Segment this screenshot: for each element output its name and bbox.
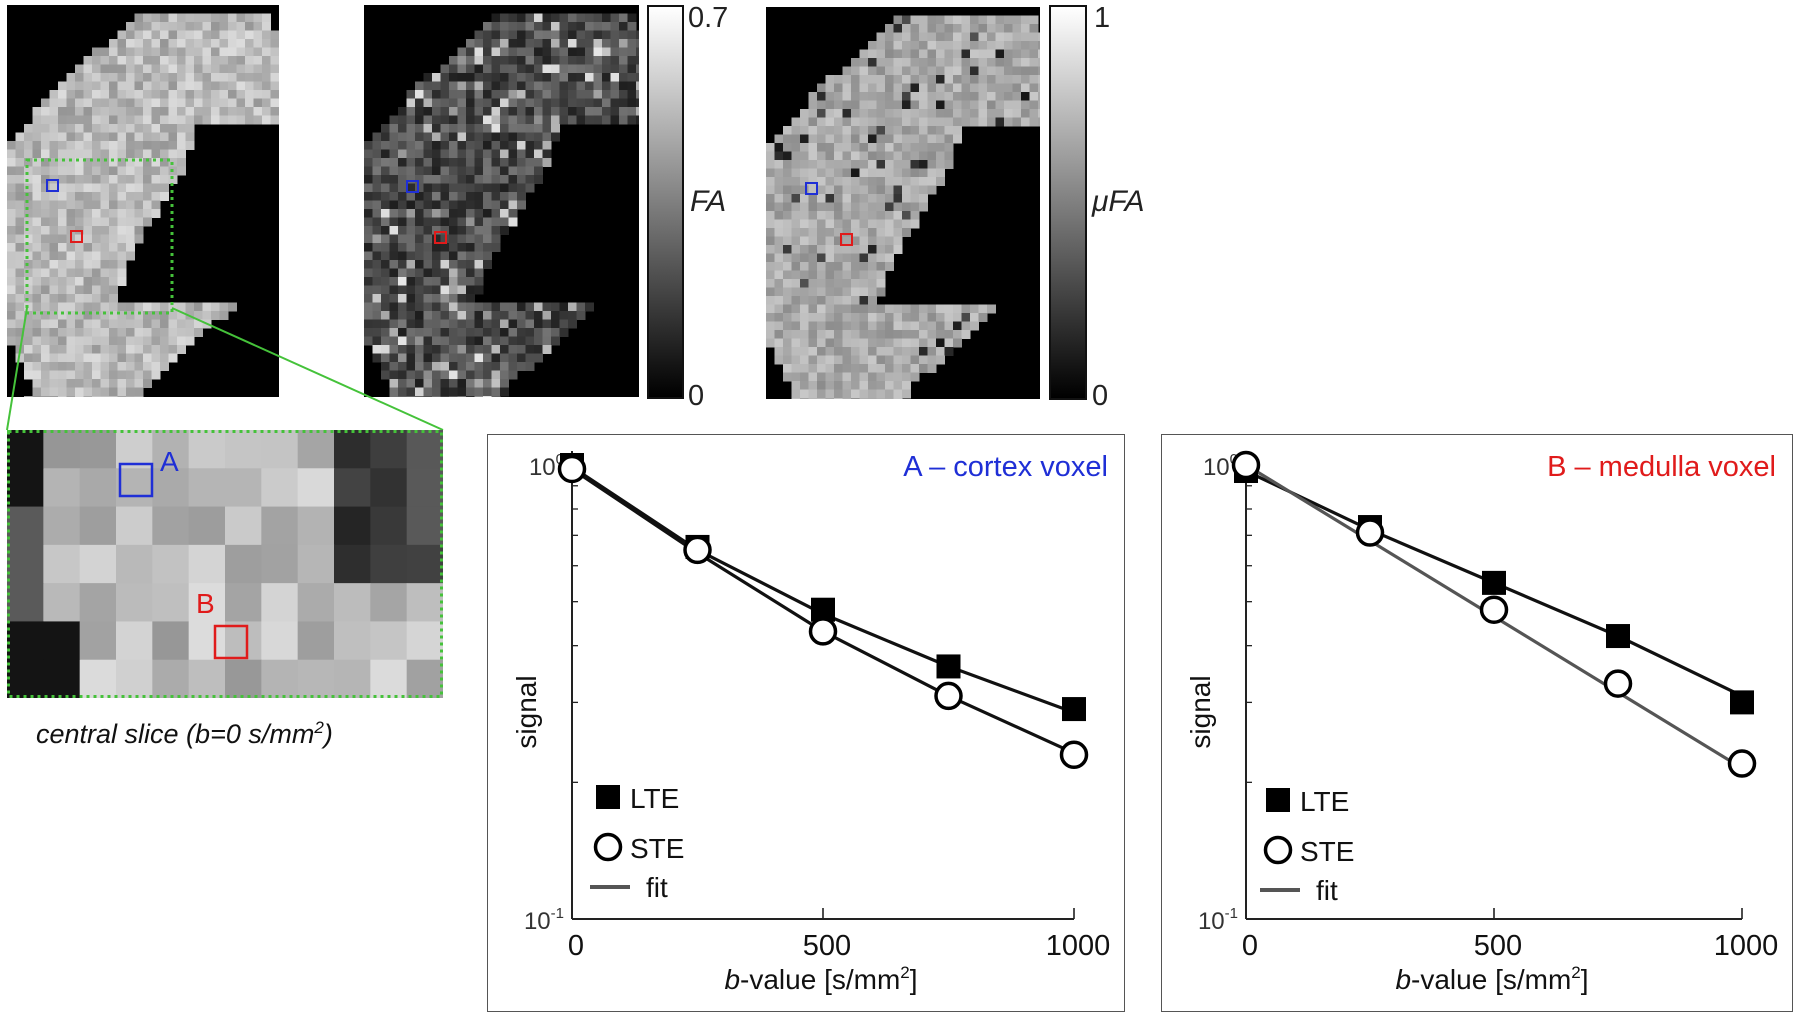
ste-point	[1727, 749, 1757, 778]
ste-point	[557, 454, 587, 484]
b0-map-image	[7, 13, 279, 397]
chart-title: B – medulla voxel	[1547, 451, 1776, 483]
y-axis-label: signal	[1185, 675, 1216, 748]
legend-fit-label: fit	[646, 872, 668, 903]
ste-point	[683, 535, 712, 565]
zoom-roi-a	[118, 462, 154, 498]
kidney-pixels	[364, 13, 639, 397]
y-tick-label: 10-1	[1198, 905, 1238, 935]
lte-point	[936, 654, 961, 679]
x-tick-label: 0	[568, 930, 584, 962]
legend-ste-marker	[593, 832, 623, 862]
fa-colorbar-title: FA	[690, 185, 727, 218]
chart-panel-cortex: 100 10-1 0 500 1000 b-value [s/mm2] signal A – …	[487, 434, 1125, 1012]
y-axis-label: signal	[511, 675, 542, 748]
zoom-caption: central slice (b=0 s/mm2)	[36, 718, 333, 750]
ufa-roi-b-marker	[840, 233, 853, 246]
lte-point	[1062, 697, 1086, 722]
x-axis-label: b-value [s/mm2]	[724, 963, 917, 995]
fa-map	[364, 5, 639, 397]
zoom-connector	[6, 307, 444, 431]
legend-lte-label: LTE	[630, 783, 679, 814]
x-tick-label: 0	[1242, 930, 1258, 962]
ufa-map-image	[766, 15, 1040, 399]
fit-line-0	[571, 465, 1075, 715]
fa-colorbar	[647, 5, 684, 399]
ufa-colorbar	[1049, 5, 1087, 400]
ste-point	[808, 617, 838, 646]
zoom-caption-text: central slice (b=0 s/mm	[36, 719, 315, 749]
fa-colorbar-max: 0.7	[688, 2, 729, 34]
ste-point	[1355, 518, 1385, 547]
x-tick-label: 1000	[1046, 930, 1111, 962]
ste-point	[934, 681, 963, 711]
x-tick-label: 500	[1474, 930, 1522, 962]
y-tick-label: 10-1	[524, 905, 564, 935]
lte-point	[1606, 624, 1630, 649]
ste-point	[1059, 740, 1089, 770]
roi-b-label: B	[196, 588, 215, 619]
chart-title: A – cortex voxel	[903, 451, 1108, 483]
roi-a-marker	[46, 179, 59, 192]
zoom-pixels	[7, 430, 443, 698]
fa-roi-a-marker	[406, 180, 419, 193]
legend-lte-label: LTE	[1300, 786, 1349, 817]
ufa-colorbar-max: 1	[1094, 2, 1111, 34]
ufa-map	[766, 7, 1040, 399]
zoom-roi-b	[213, 624, 249, 660]
legend-lte-marker	[1266, 788, 1290, 812]
x-tick-label: 1000	[1714, 930, 1779, 962]
zoom-inset-image	[7, 430, 443, 698]
lte-point	[1730, 690, 1754, 715]
fa-map-image	[364, 13, 639, 397]
ste-point	[1231, 450, 1261, 480]
zoom-connector-right	[171, 307, 444, 431]
zoom-inset	[7, 430, 443, 698]
zoom-caption-sup: 2	[314, 718, 324, 737]
legend-ste-marker	[1263, 835, 1293, 865]
ufa-roi-a-marker	[805, 182, 818, 195]
legend-lte-marker	[596, 785, 620, 809]
fa-roi-b-marker	[434, 231, 447, 244]
kidney-pixels	[766, 15, 1040, 399]
ste-point	[1479, 595, 1509, 624]
roi-b-marker	[70, 230, 83, 243]
legend-ste-label: STE	[1300, 836, 1354, 867]
zoom-connector-left	[6, 307, 28, 431]
zoom-region-box	[25, 158, 174, 315]
ufa-colorbar-min: 0	[1092, 380, 1109, 412]
zoom-caption-close: )	[323, 719, 333, 749]
ste-point	[1603, 669, 1633, 698]
x-axis-label: b-value [s/mm2]	[1395, 963, 1588, 995]
x-tick-label: 500	[803, 930, 851, 962]
legend-fit-label: fit	[1316, 875, 1338, 906]
lte-point	[1482, 570, 1506, 595]
b0-map	[7, 5, 279, 397]
legend-ste-label: STE	[630, 833, 684, 864]
ufa-colorbar-title: μFA	[1092, 185, 1145, 218]
roi-a-label: A	[160, 446, 179, 477]
fa-colorbar-min: 0	[688, 380, 705, 412]
